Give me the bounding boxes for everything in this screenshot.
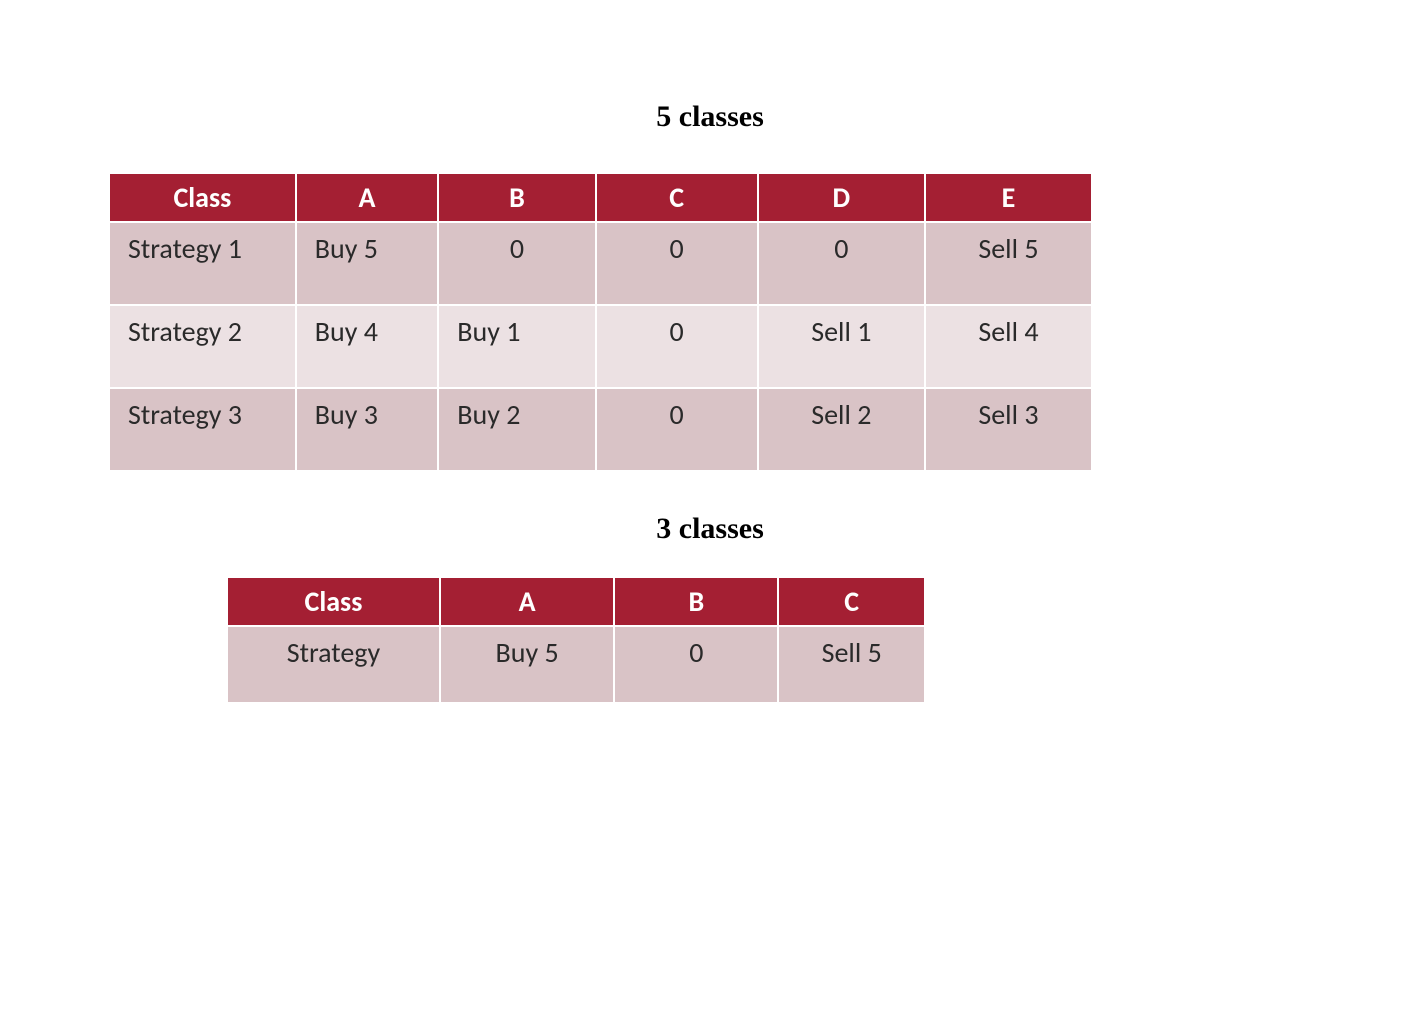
table-5-classes-wrapper: Class A B C D E Strategy 1 Buy 5 0 0 0 S… [108, 172, 1093, 472]
cell-d: Sell 2 [758, 388, 925, 471]
table-3-classes: Class A B C Strategy Buy 5 0 Sell 5 [226, 576, 926, 704]
cell-e: Sell 4 [925, 305, 1092, 388]
cell-d: 0 [758, 222, 925, 305]
cell-strategy: Strategy 1 [109, 222, 296, 305]
header-b: B [614, 577, 778, 626]
table-row: Strategy 3 Buy 3 Buy 2 0 Sell 2 Sell 3 [109, 388, 1092, 471]
table-header-row: Class A B C [227, 577, 925, 626]
cell-c: Sell 5 [778, 626, 925, 703]
cell-c: 0 [596, 388, 758, 471]
table-row: Strategy 1 Buy 5 0 0 0 Sell 5 [109, 222, 1092, 305]
cell-c: 0 [596, 305, 758, 388]
cell-d: Sell 1 [758, 305, 925, 388]
header-a: A [296, 173, 439, 222]
cell-b: Buy 1 [438, 305, 595, 388]
cell-b: Buy 2 [438, 388, 595, 471]
table-header-row: Class A B C D E [109, 173, 1092, 222]
cell-strategy: Strategy 3 [109, 388, 296, 471]
table-row: Strategy Buy 5 0 Sell 5 [227, 626, 925, 703]
cell-a: Buy 4 [296, 305, 439, 388]
cell-e: Sell 3 [925, 388, 1092, 471]
cell-a: Buy 5 [440, 626, 615, 703]
header-e: E [925, 173, 1092, 222]
page-container: 5 classes Class A B C D E Strategy 1 Buy… [0, 0, 1420, 704]
table-3-classes-wrapper: Class A B C Strategy Buy 5 0 Sell 5 [226, 576, 926, 704]
header-b: B [438, 173, 595, 222]
cell-c: 0 [596, 222, 758, 305]
title-5-classes: 5 classes [0, 100, 1420, 134]
cell-e: Sell 5 [925, 222, 1092, 305]
cell-a: Buy 5 [296, 222, 439, 305]
title-3-classes: 3 classes [0, 512, 1420, 546]
header-c: C [778, 577, 925, 626]
table-row: Strategy 2 Buy 4 Buy 1 0 Sell 1 Sell 4 [109, 305, 1092, 388]
cell-strategy: Strategy 2 [109, 305, 296, 388]
header-c: C [596, 173, 758, 222]
cell-a: Buy 3 [296, 388, 439, 471]
header-class: Class [227, 577, 440, 626]
header-class: Class [109, 173, 296, 222]
cell-b: 0 [614, 626, 778, 703]
cell-strategy: Strategy [227, 626, 440, 703]
cell-b: 0 [438, 222, 595, 305]
header-a: A [440, 577, 615, 626]
header-d: D [758, 173, 925, 222]
table-5-classes: Class A B C D E Strategy 1 Buy 5 0 0 0 S… [108, 172, 1093, 472]
